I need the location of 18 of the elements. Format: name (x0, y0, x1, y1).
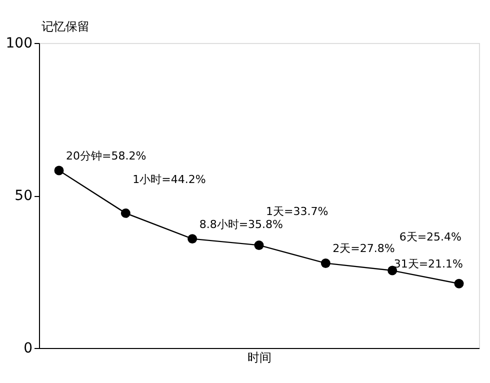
data-label: 8.8小时=35.8% (199, 218, 283, 231)
y-tick-label: 0 (24, 340, 32, 356)
point (320, 258, 330, 268)
point (188, 234, 198, 244)
point (120, 208, 130, 218)
point (454, 278, 464, 288)
y-axis-title: 记忆保留 (42, 20, 90, 34)
data-label: 2天=27.8% (332, 242, 395, 256)
data-label: 20分钟=58.2% (66, 149, 146, 162)
point (54, 166, 64, 176)
data-label: 1天=33.7% (266, 205, 328, 218)
data-label: 1小时=44.2% (132, 173, 206, 186)
x-axis-title: 时间 (248, 350, 272, 364)
y-tick-label: 50 (14, 188, 32, 204)
point (254, 240, 264, 250)
y-tick-label: 100 (6, 36, 32, 52)
data-label: 6天=25.4% (399, 230, 462, 244)
data-label: 31天=21.1% (394, 258, 463, 271)
